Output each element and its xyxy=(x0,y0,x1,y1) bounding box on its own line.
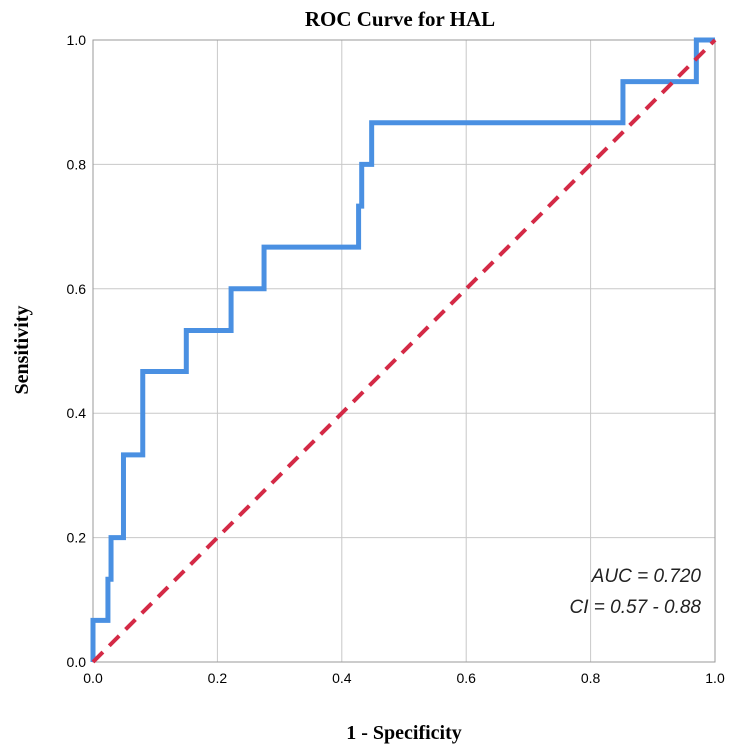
x-tick-label: 0.4 xyxy=(332,670,352,686)
auc-annotation: AUC = 0.720 xyxy=(591,566,702,587)
x-axis-label: 1 - Specificity xyxy=(346,722,462,744)
y-axis-label: Sensitivity xyxy=(11,306,33,395)
plot-frame xyxy=(92,39,716,663)
y-tick-label: 1.0 xyxy=(67,32,87,48)
y-tick-label: 0.0 xyxy=(67,654,87,670)
x-tick-label: 0.8 xyxy=(581,670,601,686)
y-tick-labels: 0.0 0.2 0.4 0.6 0.8 1.0 xyxy=(67,32,87,670)
y-tick-label: 0.4 xyxy=(67,405,87,421)
x-tick-label: 1.0 xyxy=(705,670,725,686)
ci-annotation: CI = 0.57 - 0.88 xyxy=(570,597,702,618)
roc-curve-line xyxy=(90,37,715,662)
x-tick-labels: 0.0 0.2 0.4 0.6 0.8 1.0 xyxy=(83,670,725,686)
x-tick-label: 0.6 xyxy=(456,670,476,686)
x-tick-label: 0.2 xyxy=(208,670,228,686)
reference-diagonal-line xyxy=(91,38,717,664)
y-tick-label: 0.6 xyxy=(67,281,87,297)
chart-title: ROC Curve for HAL xyxy=(305,7,495,31)
x-tick-label: 0.0 xyxy=(83,670,103,686)
series-layer xyxy=(90,37,717,664)
grid-lines xyxy=(93,40,715,662)
y-tick-label: 0.8 xyxy=(67,156,87,172)
y-tick-label: 0.2 xyxy=(67,530,87,546)
